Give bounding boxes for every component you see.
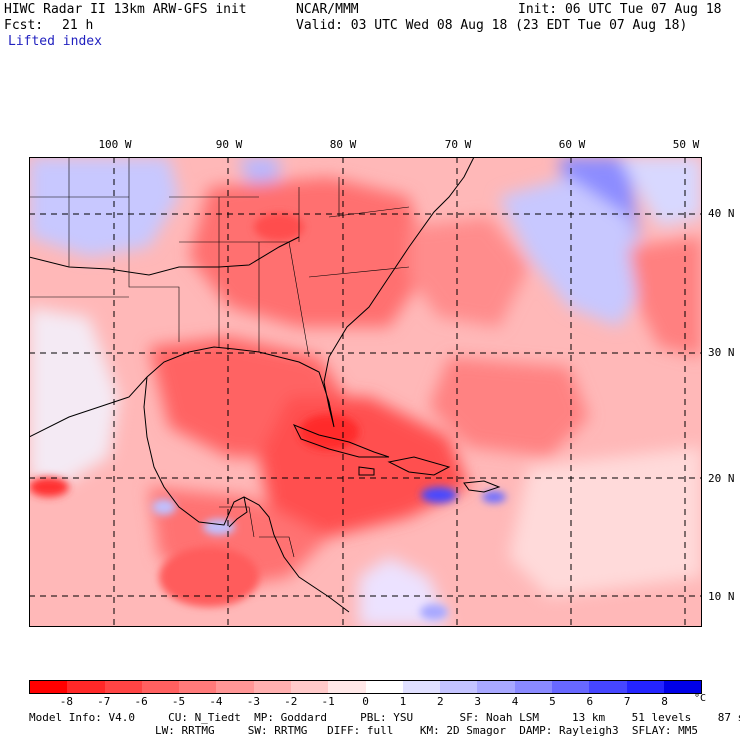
forecast-value: 21 h xyxy=(62,18,94,33)
colorbar-tick-label: -1 xyxy=(321,695,335,708)
coastlines xyxy=(28,156,501,613)
colorbar-segment xyxy=(290,681,329,693)
colorbar-tick-label: -4 xyxy=(209,695,223,708)
colorbar xyxy=(29,680,702,694)
colorbar-segment xyxy=(514,681,552,693)
lon-label-100w: 100 W xyxy=(98,138,132,151)
model-info-line2: LW: RRTMG SW: RRTMG DIFF: full KM: 2D Sm… xyxy=(155,724,699,737)
colorbar-segment xyxy=(551,681,590,693)
colorbar-segment xyxy=(104,681,142,693)
colorbar-tick-label: -6 xyxy=(134,695,148,708)
colorbar-segment xyxy=(141,681,180,693)
colorbar-segment xyxy=(67,681,105,693)
colorbar-tick-label: -3 xyxy=(246,695,260,708)
field-name: Lifted index xyxy=(8,34,102,49)
colorbar-segment xyxy=(477,681,515,693)
colorbar-segment xyxy=(30,681,68,693)
colorbar-tick-label: 0 xyxy=(362,695,369,708)
colorbar-tick-label: 8 xyxy=(661,695,668,708)
lat-label-40n: 40 N xyxy=(708,207,735,220)
state-borders xyxy=(29,157,410,558)
colorbar-tick-label: -5 xyxy=(171,695,186,708)
lon-label-60w: 60 W xyxy=(558,138,586,151)
colorbar-tick-label: -2 xyxy=(284,695,298,708)
colorbar-segment xyxy=(589,681,627,693)
colorbar-segment xyxy=(626,681,664,693)
forecast-label: Fcst: xyxy=(4,18,44,33)
colorbar-segment xyxy=(216,681,254,693)
lat-label-30n: 30 N xyxy=(708,346,735,359)
valid-time: Valid: 03 UTC Wed 08 Aug 18 (23 EDT Tue … xyxy=(296,18,688,33)
colorbar-tick-label: 2 xyxy=(436,695,444,708)
field-detail xyxy=(29,213,506,620)
lat-label-20n: 20 N xyxy=(708,472,735,485)
lat-label-10n: 10 N xyxy=(708,590,735,603)
model-info-line1: Model Info: V4.0 CU: N_Tiedt MP: Goddard… xyxy=(29,711,740,724)
init-time: Init: 06 UTC Tue 07 Aug 18 xyxy=(518,2,722,17)
lifted-index-map xyxy=(28,156,702,627)
lon-label-80w: 80 W xyxy=(329,138,357,151)
colorbar-tick-label: -7 xyxy=(97,695,111,708)
colorbar-segment xyxy=(402,681,441,693)
colorbar-tick-label: 6 xyxy=(586,695,594,708)
colorbar-segment xyxy=(328,681,366,693)
lon-label-70w: 70 W xyxy=(444,138,472,151)
colorbar-segment xyxy=(365,681,403,693)
colorbar-segment xyxy=(663,681,702,693)
colorbar-tick-label: 5 xyxy=(549,695,556,708)
colorbar-segment xyxy=(179,681,217,693)
latlon-grid xyxy=(29,157,702,627)
model-title: HIWC Radar II 13km ARW-GFS init xyxy=(4,2,247,17)
colorbar-segment xyxy=(440,681,478,693)
colorbar-tick-label: 4 xyxy=(511,695,519,708)
colorbar-tick-label: 1 xyxy=(399,695,407,708)
colorbar-segment xyxy=(253,681,291,693)
lon-label-90w: 90 W xyxy=(215,138,243,151)
org-label: NCAR/MMM xyxy=(296,2,359,17)
map-frame xyxy=(29,157,702,627)
colorbar-tick-label: 7 xyxy=(623,695,631,708)
colorbar-tick-label: -8 xyxy=(59,695,73,708)
lon-label-50w: 50 W xyxy=(672,138,700,151)
colorbar-unit: °C xyxy=(694,693,707,704)
colorbar-tick-label: 3 xyxy=(474,695,481,708)
